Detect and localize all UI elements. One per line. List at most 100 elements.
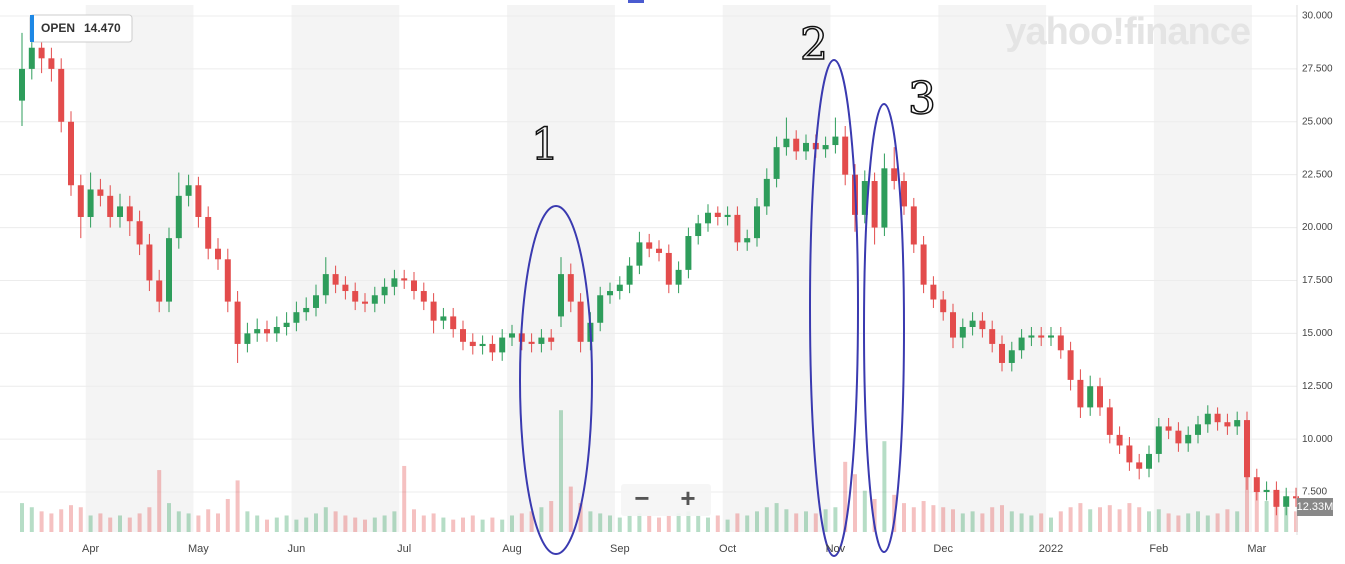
volume-bar <box>813 513 818 532</box>
candle-body <box>1057 335 1064 351</box>
candle-body <box>460 329 466 342</box>
volume-bar <box>216 513 220 532</box>
volume-bar <box>1127 503 1132 532</box>
volume-bar <box>157 470 162 532</box>
volume-bar <box>186 513 191 532</box>
y-tick-label: 20.000 <box>1302 222 1333 233</box>
candle-body <box>509 333 515 338</box>
readout-bar <box>30 15 34 42</box>
volume-bar <box>960 513 965 532</box>
range-handle[interactable] <box>628 0 644 3</box>
volume-bar <box>1264 501 1269 532</box>
candle-body <box>469 341 476 347</box>
volume-bar <box>343 515 348 532</box>
candle-body <box>793 138 800 152</box>
candle-body <box>1244 420 1250 478</box>
candle-body <box>352 291 359 302</box>
volume-bar <box>706 517 710 532</box>
candle-body <box>979 320 986 330</box>
month-bands <box>85 5 1252 532</box>
candle-body <box>205 216 212 249</box>
volume-bar <box>735 513 740 532</box>
volume-bar <box>284 515 289 532</box>
candle-body <box>1155 426 1162 454</box>
y-tick-label: 17.500 <box>1302 275 1333 286</box>
volume-bar <box>98 513 103 532</box>
candle-body <box>420 291 427 302</box>
volume-bar <box>510 515 514 532</box>
candle-body <box>783 138 790 148</box>
annotation-text: 3 <box>908 74 936 125</box>
volume-bar <box>176 511 181 532</box>
candle-body <box>362 301 368 304</box>
volume-bar <box>941 507 946 532</box>
candle-body <box>1273 489 1280 507</box>
volume-bar <box>853 474 857 532</box>
volume-bar <box>990 507 995 532</box>
candle-body <box>1048 335 1054 338</box>
volume-bar <box>627 515 632 532</box>
x-tick-label: Nov <box>826 543 846 555</box>
candle-body <box>371 295 378 304</box>
volume-bar <box>1245 461 1249 532</box>
candle-body <box>38 47 45 59</box>
candle-body <box>607 291 613 296</box>
volume-bar <box>637 513 642 532</box>
volume-bar <box>921 501 926 532</box>
volume-bar <box>314 513 318 532</box>
candle-body <box>1087 386 1094 408</box>
candle-body <box>597 295 604 323</box>
candle-body <box>999 343 1005 363</box>
watermark: yahoo!finance <box>1005 11 1250 53</box>
volume-bar <box>1284 507 1289 532</box>
candle-body <box>48 58 55 69</box>
candle-body <box>861 181 868 215</box>
volume-bar <box>568 486 573 532</box>
candle-body <box>273 326 280 334</box>
candle-body <box>901 181 907 207</box>
volume-bar <box>559 410 563 532</box>
candle-body <box>714 212 721 217</box>
volume-bar <box>657 517 661 532</box>
volume <box>20 410 1298 532</box>
candle-body <box>224 259 231 302</box>
candle-body <box>28 47 35 69</box>
candle-body <box>577 301 584 342</box>
volume-bar <box>1215 513 1220 532</box>
volume-bar <box>294 519 299 532</box>
volume-readout-text: 12.33M <box>1297 501 1334 513</box>
volume-bar <box>490 517 495 532</box>
candle-body <box>705 212 711 224</box>
candle-body <box>19 68 25 101</box>
volume-bar <box>265 519 269 532</box>
zoom-in[interactable]: + <box>680 483 695 513</box>
candle-body <box>626 265 633 285</box>
volume-bar <box>274 517 279 532</box>
candle-body <box>1234 420 1241 427</box>
x-tick-label: Mar <box>1247 543 1266 555</box>
volume-bar <box>843 461 848 532</box>
candle-body <box>881 168 888 228</box>
volume-bar <box>647 515 652 532</box>
volume-bar <box>1058 511 1063 532</box>
volume-bar <box>862 490 867 532</box>
volume-bar <box>1039 513 1044 532</box>
volume-bar <box>304 517 309 532</box>
volume-bar <box>784 509 789 532</box>
volume-bar <box>549 501 554 532</box>
candle-body <box>646 242 653 249</box>
volume-bar <box>412 509 416 532</box>
volume-bar <box>892 494 897 532</box>
volume-bar <box>167 503 171 532</box>
volume-bar <box>666 515 671 532</box>
volume-bar <box>441 517 446 532</box>
candle-body <box>185 185 192 196</box>
volume-bar <box>78 507 83 532</box>
x-tick-label: Aug <box>502 543 522 555</box>
zoom-out[interactable]: − <box>634 483 649 513</box>
volume-bar <box>911 507 916 532</box>
candle-body <box>440 316 447 321</box>
candle-body <box>1175 430 1182 444</box>
volume-bar <box>39 511 44 532</box>
volume-bar <box>951 509 955 532</box>
